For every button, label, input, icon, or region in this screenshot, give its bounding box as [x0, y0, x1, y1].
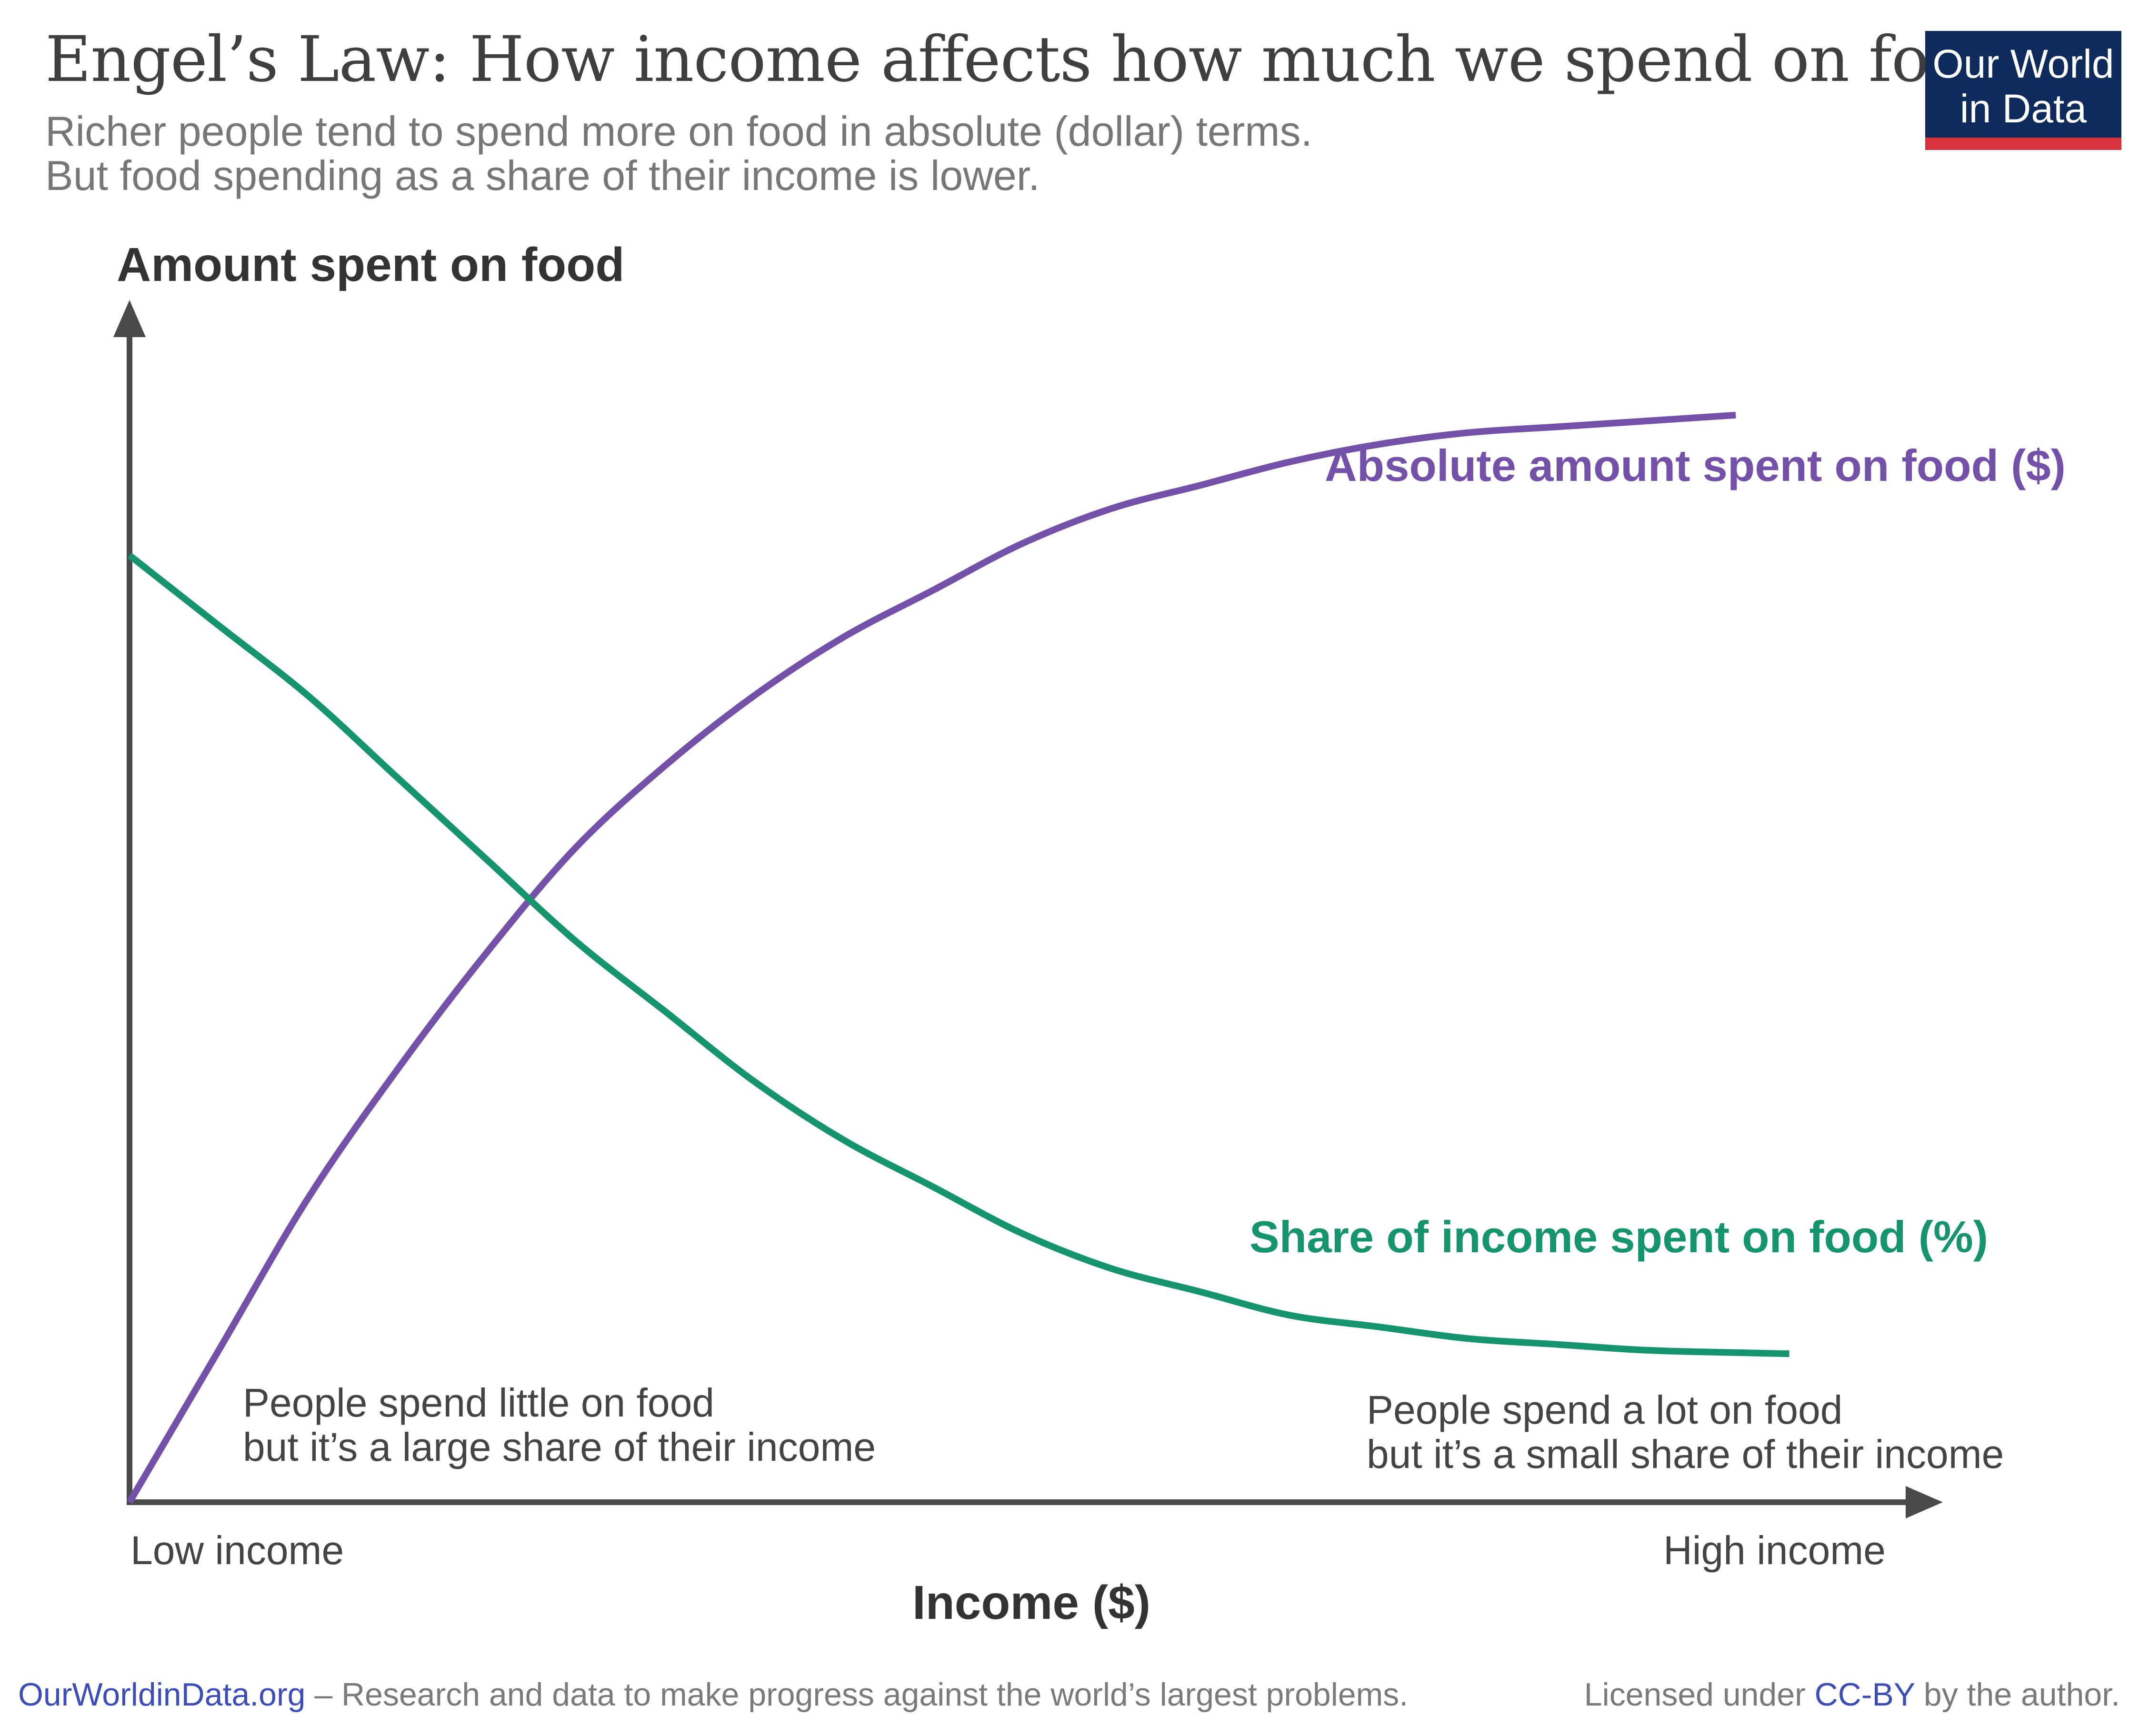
y-axis-label: Amount spent on food [117, 238, 624, 291]
logo-text-line1: Our World [1932, 41, 2114, 86]
logo-text-line2: in Data [1959, 86, 2087, 131]
chart-subtitle-line2: But food spending as a share of their in… [45, 152, 1040, 199]
annotation-low-line1: People spend little on food [243, 1380, 714, 1425]
x-axis-arrowhead [1906, 1486, 1943, 1518]
annotation-high-line1: People spend a lot on food [1367, 1387, 1842, 1432]
logo-accent-bar [1925, 138, 2121, 150]
footer-site-link[interactable]: OurWorldinData.org [18, 1676, 306, 1713]
series-line-income-share [127, 552, 1789, 1357]
footer-license-suffix: by the author. [1915, 1676, 2120, 1713]
annotation-low-line2: but it’s a large share of their income [243, 1425, 876, 1469]
footer-license-link[interactable]: CC-BY [1814, 1676, 1915, 1713]
chart-title: Engel’s Law: How income affects how much… [45, 23, 2006, 96]
footer-right: Licensed under CC-BY by the author. [1584, 1676, 2120, 1713]
footer-license-prefix: Licensed under [1584, 1676, 1815, 1713]
series-label-absolute-amount: Absolute amount spent on food ($) [1325, 440, 2066, 490]
y-axis-arrowhead [113, 300, 146, 337]
x-axis-label: Income ($) [912, 1576, 1150, 1629]
x-tick-label-low: Low income [130, 1528, 344, 1573]
footer-tagline: – Research and data to make progress aga… [305, 1676, 1409, 1713]
series-line-absolute-amount [126, 411, 1736, 1504]
footer-left: OurWorldinData.org – Research and data t… [18, 1676, 1408, 1713]
annotation-high-line2: but it’s a small share of their income [1367, 1432, 2004, 1477]
chart-subtitle-line1: Richer people tend to spend more on food… [45, 108, 1313, 155]
x-tick-label-high: High income [1663, 1528, 1886, 1573]
owid-logo[interactable]: Our World in Data [1925, 31, 2121, 150]
series-label-income-share: Share of income spent on food (%) [1249, 1212, 1988, 1262]
